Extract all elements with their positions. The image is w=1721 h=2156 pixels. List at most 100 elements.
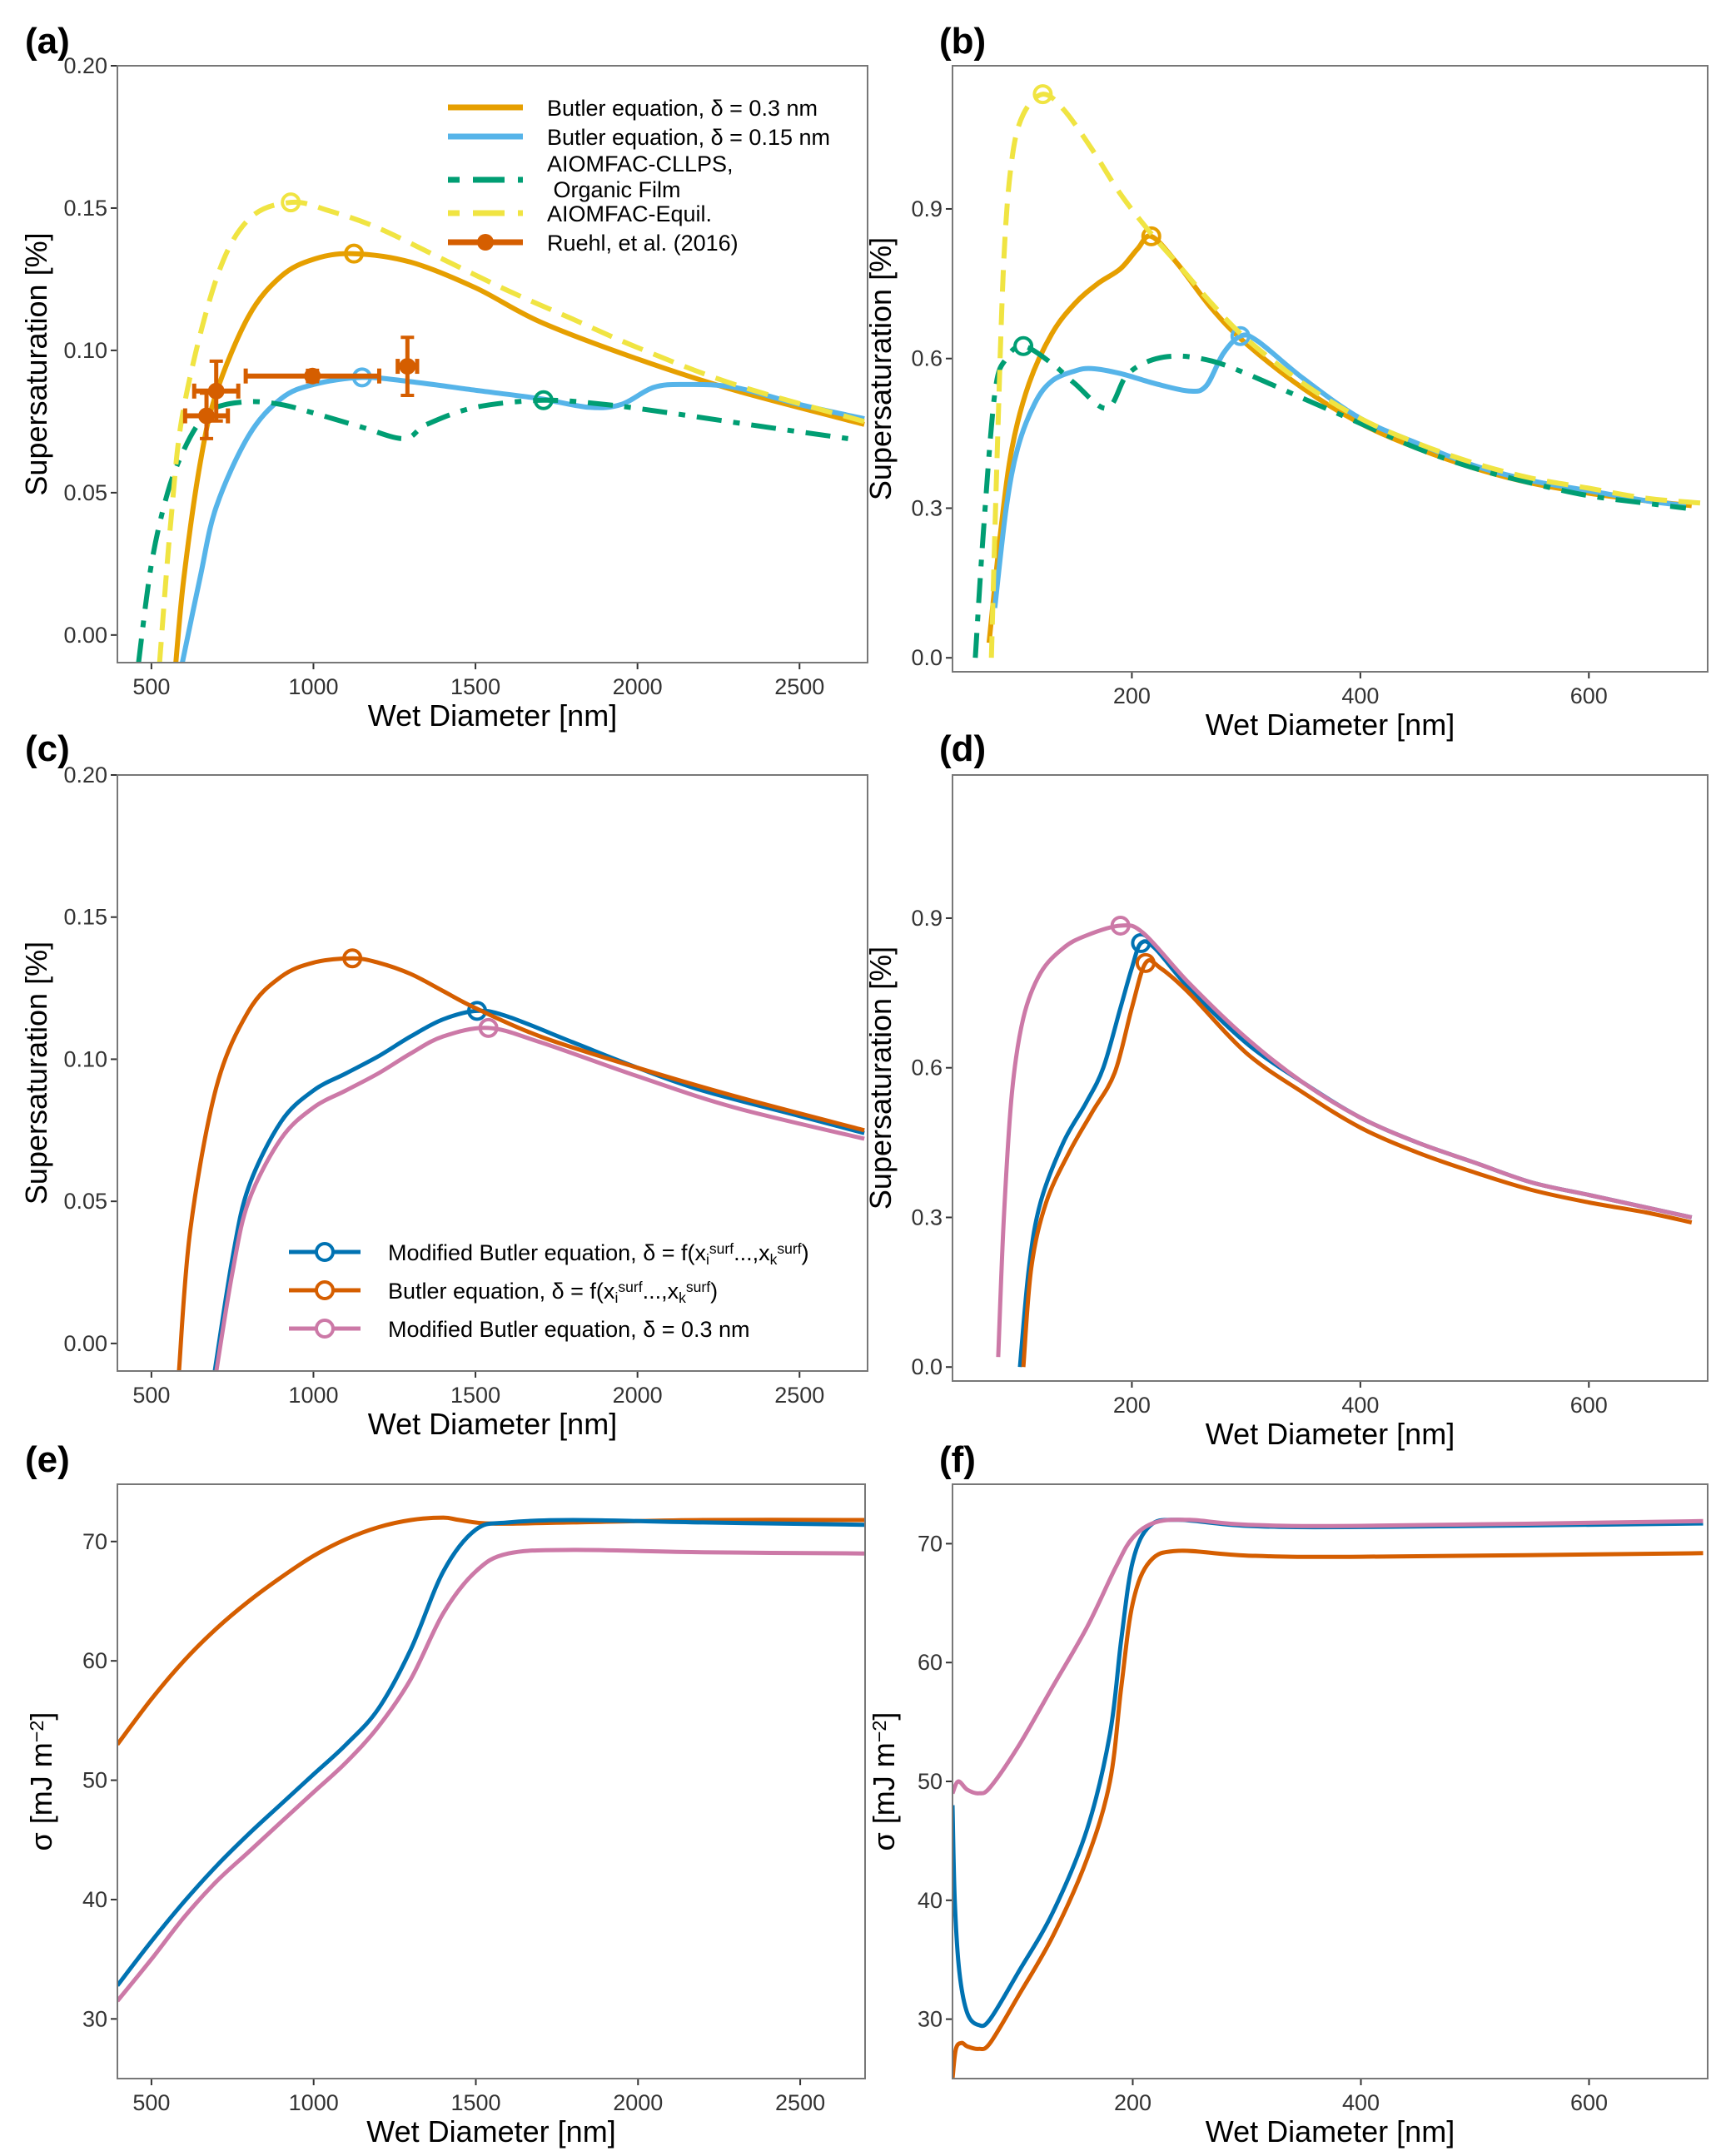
y-tick-label: 60 xyxy=(918,1650,943,1675)
y-tick-label: 0.3 xyxy=(911,1205,943,1230)
series-line xyxy=(988,92,1704,658)
y-tick-label: 30 xyxy=(918,2007,943,2032)
y-tick-label: 0.20 xyxy=(63,763,107,787)
label-part: surf xyxy=(777,1240,801,1257)
legend-label: AIOMFAC-CLLPS, Organic Film xyxy=(547,152,734,202)
series-line xyxy=(173,251,865,663)
y-tick-label: 0.05 xyxy=(63,1189,107,1214)
x-tick-label: 1000 xyxy=(288,1383,338,1408)
y-tick-label: 0.00 xyxy=(63,1331,107,1356)
legend-key-point xyxy=(477,234,494,251)
x-axis-title: Wet Diameter [nm] xyxy=(368,698,617,733)
legend-key-marker xyxy=(315,1280,335,1300)
series-line xyxy=(996,923,1693,1358)
label-part: σ [mJ m xyxy=(24,1742,58,1850)
panel-d: (d) 200 400 600 0.0 0.3 0.6 0.9 Wet Diameter [nm… xyxy=(863,728,1709,1451)
y-tick-label: 0.6 xyxy=(911,346,943,371)
series-line xyxy=(1021,958,1693,1368)
y-tick-label: 0.15 xyxy=(63,905,107,930)
x-axis-title: Wet Diameter [nm] xyxy=(368,1407,617,1441)
label-part: Ruehl, et al. (2016) xyxy=(547,231,739,256)
label-part: k xyxy=(770,1251,778,1268)
max-marker xyxy=(1141,226,1161,246)
legend: Butler equation, δ = 0.3 nm Butler equati… xyxy=(448,96,830,256)
y-tick-label: 0.6 xyxy=(911,1056,943,1080)
label-part: Butler equation, δ = 0.15 nm xyxy=(547,125,830,150)
x-tick-label: 1500 xyxy=(450,674,500,699)
series-line xyxy=(179,375,865,663)
legend-key-marker xyxy=(315,1242,335,1262)
series-line xyxy=(177,956,865,1371)
plot-area xyxy=(996,915,1693,1368)
label-part: Supersaturation [%] xyxy=(863,237,898,500)
data-point xyxy=(304,367,321,385)
panel-label: (a) xyxy=(25,21,70,62)
observation-point xyxy=(395,335,420,397)
x-tick-label: 2000 xyxy=(613,1383,663,1408)
panel-label: (e) xyxy=(25,1439,70,1480)
y-tick-label: 0.0 xyxy=(911,645,943,670)
y-tick-label: 0.20 xyxy=(63,53,107,78)
plot-frame xyxy=(952,65,1709,673)
y-tick-label: 0.9 xyxy=(911,196,943,221)
plot-area xyxy=(972,84,1704,658)
x-tick-label: 600 xyxy=(1570,683,1608,708)
y-tick-label: 70 xyxy=(918,1531,943,1556)
y-tick-label: 0.0 xyxy=(911,1354,943,1379)
x-tick-label: 2500 xyxy=(774,674,824,699)
label-part: surf xyxy=(618,1279,642,1295)
plot-area xyxy=(177,948,865,1371)
panel-e: (e) 500 1000 1500 2000 2500 30 40 50 60 70 Wet Diam… xyxy=(24,1439,866,2149)
series-line xyxy=(117,1518,865,1987)
x-tick-label: 1500 xyxy=(450,2090,500,2115)
label-part: Modified Butler equation, δ = f(x xyxy=(388,1240,706,1265)
data-point xyxy=(399,358,416,375)
plot-frame xyxy=(117,65,868,663)
legend-label: Ruehl, et al. (2016) xyxy=(547,231,739,256)
y-tick-label: 0.15 xyxy=(63,196,107,221)
y-axis-title: Supersaturation [%] xyxy=(863,237,898,500)
panel-label: (b) xyxy=(939,21,986,62)
panel-label: (c) xyxy=(25,728,70,769)
legend-label: Butler equation, δ = f(xisurf...,xksurf) xyxy=(388,1279,718,1306)
label-part: ) xyxy=(802,1240,809,1265)
label-part: Supersaturation [%] xyxy=(19,941,53,1205)
y-axis-title: σ [mJ m−2] xyxy=(24,1712,58,1851)
label-part: i xyxy=(614,1289,618,1306)
panel-b: (b) 200 400 600 0.0 0.3 0.6 0.9 Wet Diameter [nm… xyxy=(863,21,1709,742)
panel-label: (f) xyxy=(939,1439,976,1480)
x-tick-label: 400 xyxy=(1341,683,1379,708)
max-marker xyxy=(1013,335,1034,356)
plot-area xyxy=(953,1518,1704,2079)
x-axis-title: Wet Diameter [nm] xyxy=(1206,2114,1455,2149)
label-part: surf xyxy=(709,1240,734,1257)
y-tick-label: 60 xyxy=(82,1648,107,1673)
legend-label: Butler equation, δ = 0.15 nm xyxy=(547,125,830,150)
label-part: −2 xyxy=(26,1721,47,1743)
x-tick-label: 1000 xyxy=(288,674,338,699)
y-tick-label: 50 xyxy=(82,1768,107,1793)
observation-point xyxy=(243,367,381,385)
y-tick-label: 70 xyxy=(82,1529,107,1554)
x-tick-label: 1000 xyxy=(289,2090,339,2115)
label-part: Butler equation, δ = 0.3 nm xyxy=(547,96,818,121)
label-part: Supersaturation [%] xyxy=(863,946,898,1210)
series-line xyxy=(953,1518,1704,1796)
y-tick-label: 0.10 xyxy=(63,1046,107,1071)
series-line xyxy=(212,1008,865,1371)
y-tick-label: 40 xyxy=(82,1887,107,1912)
label-part: −2 xyxy=(868,1721,890,1743)
max-marker xyxy=(342,948,363,969)
label-part: AIOMFAC-Equil. xyxy=(547,201,712,226)
label-part: σ [mJ m xyxy=(867,1742,901,1850)
label-part: Modified Butler equation, δ = 0.3 nm xyxy=(388,1317,750,1342)
max-marker xyxy=(533,390,554,410)
legend: Modified Butler equation, δ = f(xisurf..… xyxy=(289,1240,809,1342)
x-tick-label: 200 xyxy=(1114,2090,1151,2115)
series-line xyxy=(953,1548,1704,2079)
y-axis-title: Supersaturation [%] xyxy=(863,946,898,1210)
label-part: Organic Film xyxy=(547,177,681,202)
label-part: AIOMFAC-CLLPS, xyxy=(547,152,734,176)
x-tick-label: 200 xyxy=(1113,683,1151,708)
panel-f: (f) 200 400 600 30 40 50 60 70 Wet Diameter [nm] σ… xyxy=(867,1439,1709,2149)
